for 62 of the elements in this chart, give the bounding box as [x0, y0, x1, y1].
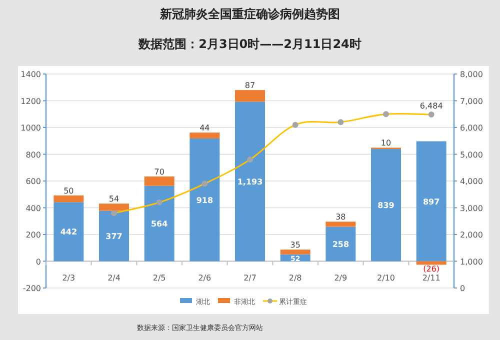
data-label: 44	[200, 124, 210, 133]
bar	[99, 204, 129, 211]
x-tick-label: 2/3	[62, 273, 76, 282]
data-label: 87	[244, 81, 256, 90]
bar	[144, 186, 174, 262]
bar	[54, 195, 84, 202]
y2-tick-label: 3,000	[460, 204, 483, 213]
x-tick-label: 2/7	[244, 273, 256, 282]
data-label: 258	[332, 240, 350, 249]
bar	[144, 176, 174, 186]
bar	[235, 90, 265, 102]
data-label: 38	[336, 212, 346, 222]
data-label: 50	[64, 186, 74, 196]
bar	[280, 250, 310, 254]
chart-title: 新冠肺炎全国重症确诊病例趋势图	[159, 7, 340, 21]
data-label: 377	[106, 232, 122, 242]
bar	[54, 202, 84, 262]
bar	[190, 138, 220, 262]
chart-subtitle: 数据范围：2月3日0时——2月11日24时	[138, 37, 362, 51]
y-tick-label: 0	[36, 257, 41, 266]
y2-tick-label: 5,000	[460, 150, 483, 160]
x-tick-label: 2/11	[422, 273, 440, 282]
data-label: 35	[290, 240, 300, 250]
data-label: 70	[154, 167, 164, 176]
data-label: 564	[150, 220, 168, 229]
bar	[99, 210, 129, 262]
y2-tick-label: 2,000	[460, 230, 483, 240]
data-label: 6,484	[420, 102, 443, 111]
data-label: 10	[380, 138, 392, 148]
x-tick-label: 2/10	[377, 273, 395, 282]
data-label: 918	[196, 196, 214, 205]
x-tick-label: 2/9	[334, 273, 348, 282]
bar	[416, 141, 446, 262]
y2-tick-label: 4,000	[460, 177, 483, 186]
x-tick-label: 2/4	[108, 273, 120, 282]
y-tick-label: 600	[26, 177, 41, 186]
y-tick-label: 1400	[20, 70, 41, 79]
y-tick-label: 800	[26, 150, 41, 160]
y-tick-label: 400	[26, 204, 41, 213]
y-tick-label: 1000	[20, 124, 41, 132]
data-label: 1,193	[237, 177, 263, 186]
bar	[371, 149, 401, 262]
data-label: 839	[378, 201, 395, 210]
bar	[235, 102, 265, 262]
x-tick-label: 2/6	[198, 273, 212, 282]
data-label: 897	[422, 197, 440, 206]
bar	[326, 226, 356, 262]
data-label: (26)	[423, 264, 440, 274]
y2-tick-label: 6,000	[460, 124, 483, 132]
bar	[326, 222, 356, 227]
y2-tick-label: 8,000	[460, 70, 483, 79]
data-label: 442	[60, 228, 78, 237]
y-tick-label: 200	[26, 230, 41, 240]
x-tick-label: 2/5	[152, 273, 166, 282]
y2-tick-label: 7,000	[460, 96, 483, 106]
y-tick-label: -200	[22, 284, 41, 293]
y-tick-label: 1200	[20, 96, 41, 106]
x-tick-label: 2/8	[288, 273, 302, 282]
bar	[190, 132, 220, 138]
y2-tick-label: 0	[460, 284, 466, 293]
data-label: 54	[108, 194, 120, 204]
y2-tick-label: 1,000	[460, 257, 483, 266]
